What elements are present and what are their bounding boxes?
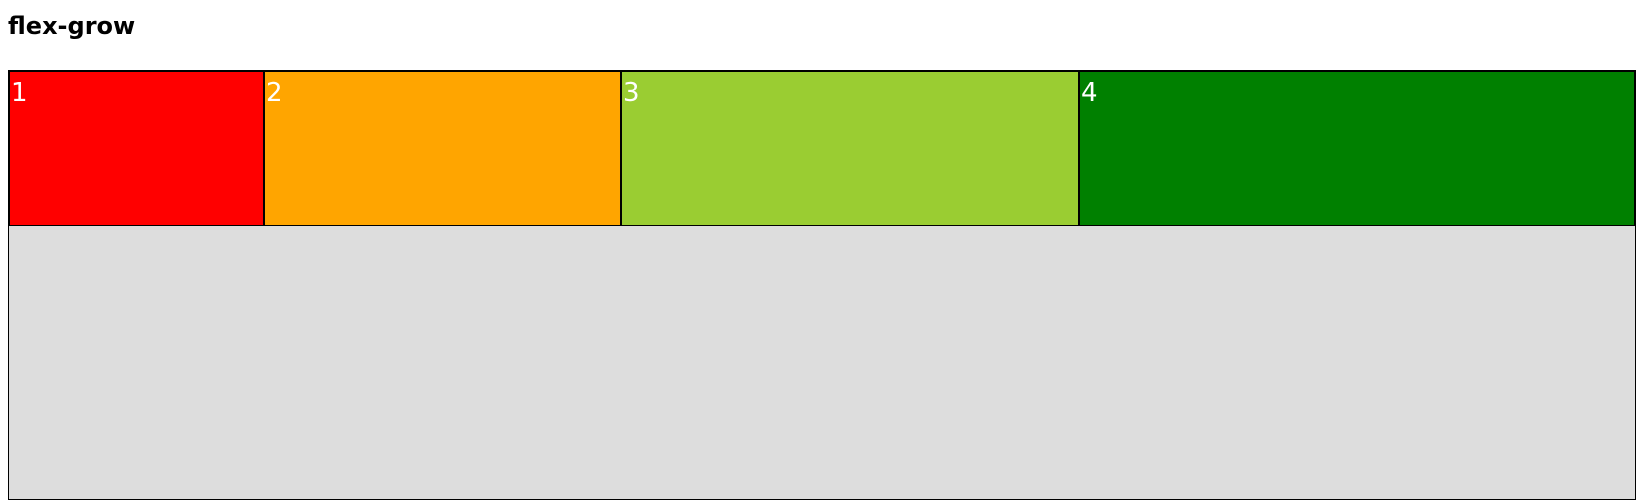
page-heading: flex-grow <box>8 12 136 40</box>
flex-container: 1 2 3 4 <box>8 70 1636 500</box>
flex-row: 1 2 3 4 <box>9 71 1635 226</box>
flex-item-2: 2 <box>264 71 621 226</box>
flex-item-3: 3 <box>621 71 1079 226</box>
flex-item-1: 1 <box>9 71 264 226</box>
flex-item-4: 4 <box>1079 71 1635 226</box>
